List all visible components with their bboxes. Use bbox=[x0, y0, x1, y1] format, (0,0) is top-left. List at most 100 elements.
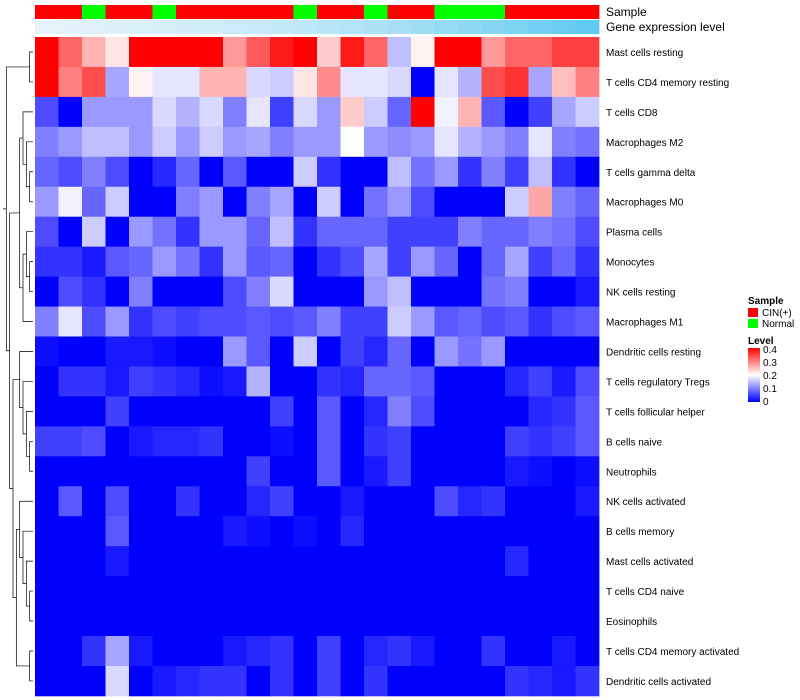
heat-cell-r11-c20 bbox=[505, 366, 529, 397]
heat-cell-r16-c9 bbox=[246, 516, 271, 547]
heat-cell-r16-c14 bbox=[364, 516, 388, 547]
heat-cell-r13-c11 bbox=[293, 426, 318, 457]
heat-cell-r0-c11 bbox=[293, 37, 318, 68]
heat-cell-r14-c1 bbox=[58, 456, 83, 487]
heat-cell-r12-c20 bbox=[505, 396, 529, 427]
heat-cell-r2-c2 bbox=[82, 96, 106, 128]
heat-cell-r1-c14 bbox=[364, 66, 388, 98]
heat-cell-r9-c14 bbox=[364, 306, 388, 337]
heat-cell-r10-c15 bbox=[387, 336, 412, 367]
heat-cell-r19-c17 bbox=[434, 606, 459, 637]
heat-cell-r8-c23 bbox=[575, 276, 600, 307]
heat-cell-r6-c17 bbox=[434, 216, 459, 248]
legend-sample-title: Sample bbox=[748, 296, 784, 307]
heat-cell-r11-c0 bbox=[35, 366, 59, 397]
heat-cell-r4-c17 bbox=[434, 156, 459, 188]
heat-cell-r20-c13 bbox=[340, 636, 365, 667]
heat-cell-r2-c18 bbox=[458, 96, 482, 128]
heat-cell-r7-c22 bbox=[552, 246, 576, 277]
legend-label-cin: CIN(+) bbox=[762, 308, 792, 319]
heat-cell-r16-c13 bbox=[340, 516, 365, 547]
heat-cell-r8-c11 bbox=[293, 276, 318, 307]
heat-cell-r12-c3 bbox=[105, 396, 130, 427]
heat-cell-r13-c20 bbox=[505, 426, 529, 457]
heat-cell-r20-c11 bbox=[293, 636, 318, 667]
heat-cell-r17-c1 bbox=[58, 546, 83, 577]
heat-cell-r14-c4 bbox=[129, 456, 153, 487]
heat-cell-r5-c0 bbox=[35, 186, 59, 218]
heat-cell-r16-c4 bbox=[129, 516, 153, 547]
heat-cell-r15-c4 bbox=[129, 486, 153, 517]
dendrogram-branch-19 bbox=[9, 212, 20, 489]
heat-cell-r21-c14 bbox=[364, 665, 388, 697]
heat-cell-r4-c0 bbox=[35, 156, 59, 188]
heat-cell-r13-c1 bbox=[58, 426, 83, 457]
heat-cell-r3-c16 bbox=[411, 126, 435, 158]
expression-cell-16 bbox=[411, 20, 435, 34]
heat-cell-r8-c14 bbox=[364, 276, 388, 307]
heat-cell-r18-c4 bbox=[129, 576, 153, 607]
sample-annotation-bar bbox=[35, 5, 600, 19]
heat-cell-r1-c18 bbox=[458, 66, 482, 98]
expression-cell-13 bbox=[340, 20, 365, 34]
annotation-label-sample: Sample bbox=[606, 5, 647, 19]
heat-cell-r1-c9 bbox=[246, 66, 271, 98]
heat-cell-r11-c11 bbox=[293, 366, 318, 397]
heat-cell-r21-c5 bbox=[152, 665, 177, 697]
heat-cell-r3-c9 bbox=[246, 126, 271, 158]
heat-cell-r13-c2 bbox=[82, 426, 106, 457]
heat-cell-r20-c10 bbox=[270, 636, 294, 667]
heat-cell-r21-c16 bbox=[411, 665, 435, 697]
heat-cell-r13-c4 bbox=[129, 426, 153, 457]
heat-cell-r7-c7 bbox=[199, 246, 224, 277]
heat-cell-r11-c4 bbox=[129, 366, 153, 397]
heat-cell-r4-c14 bbox=[364, 156, 388, 188]
heat-cell-r14-c17 bbox=[434, 456, 459, 487]
heat-cell-r13-c22 bbox=[552, 426, 576, 457]
heat-cell-r20-c3 bbox=[105, 636, 130, 667]
heat-cell-r21-c19 bbox=[481, 665, 506, 697]
heat-cell-r11-c14 bbox=[364, 366, 388, 397]
heat-cell-r10-c2 bbox=[82, 336, 106, 367]
heat-cell-r4-c19 bbox=[481, 156, 506, 188]
heat-cell-r2-c13 bbox=[340, 96, 365, 128]
heat-cell-r15-c3 bbox=[105, 486, 130, 517]
heat-cell-r2-c12 bbox=[317, 96, 341, 128]
expression-cell-10 bbox=[270, 20, 294, 34]
heat-cell-r19-c8 bbox=[223, 606, 247, 637]
heat-cell-r0-c9 bbox=[246, 37, 271, 68]
heat-cell-r4-c18 bbox=[458, 156, 482, 188]
heat-cell-r12-c13 bbox=[340, 396, 365, 427]
dendrogram-branch-11 bbox=[19, 351, 33, 408]
dendrogram-branch-14 bbox=[22, 530, 33, 584]
heat-cell-r11-c16 bbox=[411, 366, 435, 397]
heat-cell-r18-c8 bbox=[223, 576, 247, 607]
heat-cell-r1-c10 bbox=[270, 66, 294, 98]
heat-cell-r17-c9 bbox=[246, 546, 271, 577]
heat-cell-r1-c5 bbox=[152, 66, 177, 98]
heat-cell-r13-c7 bbox=[199, 426, 224, 457]
heat-cell-r14-c10 bbox=[270, 456, 294, 487]
heat-cell-r4-c8 bbox=[223, 156, 247, 188]
heat-cell-r18-c7 bbox=[199, 576, 224, 607]
heat-cell-r3-c21 bbox=[528, 126, 553, 158]
heat-cell-r20-c12 bbox=[317, 636, 341, 667]
heat-cell-r18-c5 bbox=[152, 576, 177, 607]
heat-cell-r4-c12 bbox=[317, 156, 341, 188]
heat-cell-r5-c1 bbox=[58, 186, 83, 218]
heat-cell-r5-c9 bbox=[246, 186, 271, 218]
heat-cell-r1-c21 bbox=[528, 66, 553, 98]
heat-cell-r5-c19 bbox=[481, 186, 506, 218]
heat-cell-r12-c23 bbox=[575, 396, 600, 427]
heat-cell-r2-c19 bbox=[481, 96, 506, 128]
heat-cell-r15-c2 bbox=[82, 486, 106, 517]
heat-cell-r19-c23 bbox=[575, 606, 600, 637]
heat-cell-r1-c12 bbox=[317, 66, 341, 98]
heat-cell-r8-c3 bbox=[105, 276, 130, 307]
expression-cell-1 bbox=[58, 20, 83, 34]
heat-cell-r20-c5 bbox=[152, 636, 177, 667]
legend-level-tick-0: 0.4 bbox=[763, 345, 777, 356]
heat-cell-r16-c21 bbox=[528, 516, 553, 547]
heat-cell-r12-c12 bbox=[317, 396, 341, 427]
heat-cell-r19-c0 bbox=[35, 606, 59, 637]
